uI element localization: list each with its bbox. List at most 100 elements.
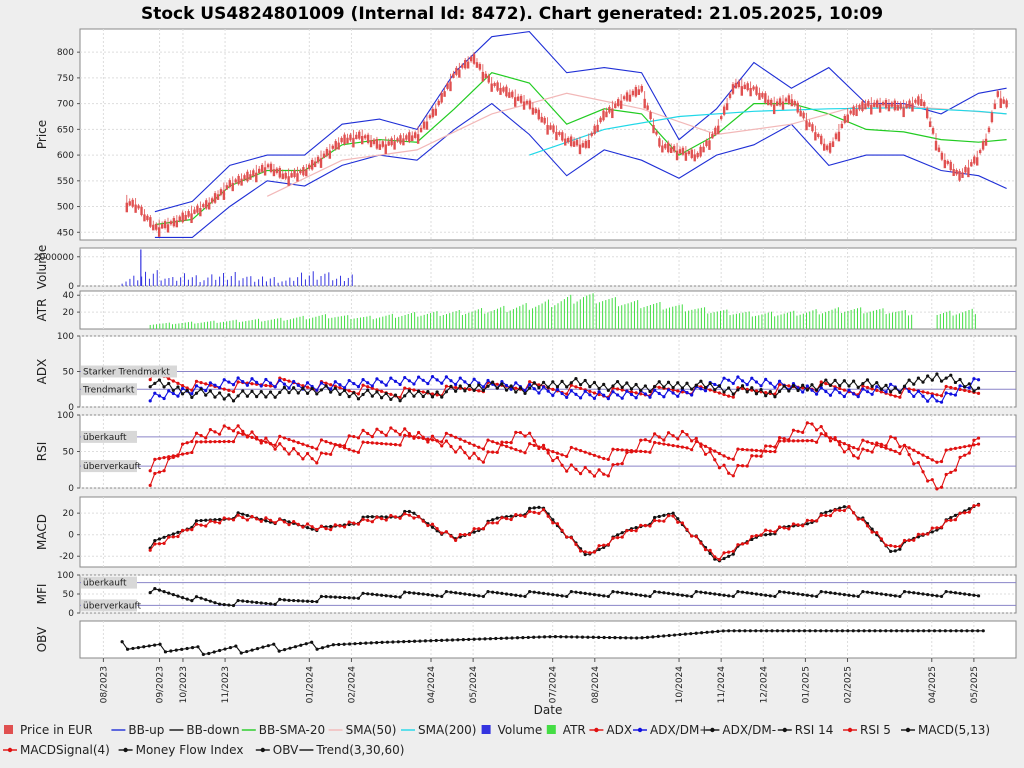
series-money-flow-index-marker xyxy=(250,600,254,604)
candle-body xyxy=(240,178,243,186)
x-tick-label: 05/2025 xyxy=(970,666,980,703)
candle-body xyxy=(923,101,926,107)
series-adx-dm--marker xyxy=(296,391,300,395)
series-adx-dm--marker xyxy=(458,376,462,380)
series-adx-dm--marker xyxy=(403,394,407,398)
series-rsi-5-marker xyxy=(777,435,782,440)
series-adx-dm--marker xyxy=(305,391,310,395)
series-macdsignal-4--marker xyxy=(342,525,347,529)
candle-body xyxy=(820,135,823,145)
series-rsi-14-marker xyxy=(907,446,911,450)
candle-body xyxy=(337,142,340,150)
series-adx-marker xyxy=(875,388,879,392)
series-rsi-5-marker xyxy=(958,455,962,460)
series-rsi-5-marker xyxy=(828,439,833,443)
series-macd-5-13--marker xyxy=(366,515,370,519)
series-adx-marker xyxy=(514,386,518,390)
series-macd-5-13--marker xyxy=(157,537,162,541)
series-rsi-5-marker xyxy=(615,462,620,466)
series-rsi-14-marker xyxy=(592,453,597,457)
series-rsi-5-marker xyxy=(324,452,328,456)
series-adx-marker xyxy=(893,394,897,398)
legend-item: ADX/DM- xyxy=(705,723,776,737)
series-adx-dm--marker xyxy=(241,380,245,384)
series-rsi-5-marker xyxy=(370,434,374,439)
legend-label: ADX/DM+ xyxy=(650,723,709,737)
candle-body xyxy=(466,61,470,69)
candle-body xyxy=(508,92,511,98)
candle-body xyxy=(822,143,826,151)
y-tick-label: 2000000 xyxy=(34,253,74,263)
series-adx-dm--marker xyxy=(958,384,962,388)
candle-body xyxy=(537,109,540,120)
candle-body xyxy=(511,91,514,98)
series-adx-dm--marker xyxy=(551,393,555,397)
series-macdsignal-4--marker xyxy=(356,522,361,526)
series-money-flow-index-marker xyxy=(199,596,203,600)
series-adx-dm--marker xyxy=(953,393,958,397)
legend-item: Money Flow Index xyxy=(118,743,243,757)
series-obv-marker xyxy=(662,634,666,638)
series-rsi-14-marker xyxy=(444,431,448,435)
series-adx-dm--marker xyxy=(722,376,726,380)
series-adx-dm--marker xyxy=(426,389,430,394)
series-macdsignal-4--marker xyxy=(671,514,675,518)
series-money-flow-index-marker xyxy=(481,594,485,599)
series-obv-marker xyxy=(310,640,314,644)
legend-label: Trend(3,30,60) xyxy=(315,743,404,757)
series-adx-dm--marker xyxy=(157,378,162,382)
series-rsi-5-marker xyxy=(403,427,407,431)
series-macdsignal-4--marker xyxy=(467,532,472,537)
series-rsi-5-marker xyxy=(782,437,786,441)
series-adx-dm--marker xyxy=(379,380,384,384)
series-obv-marker xyxy=(591,635,595,639)
series-macdsignal-4--marker xyxy=(491,521,495,525)
series-adx-marker xyxy=(180,384,185,388)
series-adx-dm--marker xyxy=(620,396,624,400)
candle-body xyxy=(411,135,414,142)
series-obv-marker xyxy=(770,629,774,633)
series-obv-marker xyxy=(180,647,184,651)
series-adx-dm--marker xyxy=(171,388,175,392)
series-macdsignal-4--marker xyxy=(648,524,652,528)
series-macdsignal-4--marker xyxy=(953,518,958,522)
series-macdsignal-4--marker xyxy=(921,532,925,536)
series-rsi-14-marker xyxy=(463,439,467,443)
series-macdsignal-4--marker xyxy=(278,517,282,521)
series-obv-marker xyxy=(277,649,281,653)
series-adx-dm--marker xyxy=(245,394,249,398)
series-rsi-5-marker xyxy=(921,470,925,474)
series-obv-marker xyxy=(700,631,704,635)
series-adx-marker xyxy=(324,381,328,385)
candle-body xyxy=(443,91,446,97)
series-adx-dm--marker xyxy=(435,378,439,382)
series-rsi-5-marker xyxy=(944,472,948,477)
series-rsi-14-marker xyxy=(518,449,523,453)
series-rsi-5-marker xyxy=(819,424,823,429)
series-macdsignal-4--marker xyxy=(745,541,749,545)
series-obv-marker xyxy=(255,647,260,651)
series-adx-dm--marker xyxy=(870,392,874,396)
series-macd-5-13--marker xyxy=(537,505,541,509)
series-adx-dm--marker xyxy=(861,387,865,391)
series-adx-marker xyxy=(921,390,925,394)
series-obv-marker xyxy=(158,642,162,646)
series-obv-marker xyxy=(824,629,828,633)
series-adx-marker xyxy=(569,383,573,387)
legend-item: SMA(200) xyxy=(401,723,476,737)
series-rsi-5-marker xyxy=(602,472,606,476)
series-macdsignal-4--marker xyxy=(236,513,240,517)
series-adx-dm--marker xyxy=(569,389,573,393)
series-adx-dm--marker xyxy=(278,378,282,382)
legend-item: SMA(50) xyxy=(328,723,396,737)
candle-body xyxy=(652,124,655,134)
series-adx-dm--marker xyxy=(398,399,402,403)
series-adx-dm--marker xyxy=(625,381,629,385)
series-rsi-5-marker xyxy=(366,431,370,436)
series-adx-dm--marker xyxy=(148,399,152,403)
series-obv-marker xyxy=(288,646,292,650)
series-adx-dm--marker xyxy=(366,388,370,392)
series-rsi-14-marker xyxy=(611,447,615,451)
series-rsi-5-marker xyxy=(708,450,712,454)
series-rsi-14-marker xyxy=(574,447,578,451)
